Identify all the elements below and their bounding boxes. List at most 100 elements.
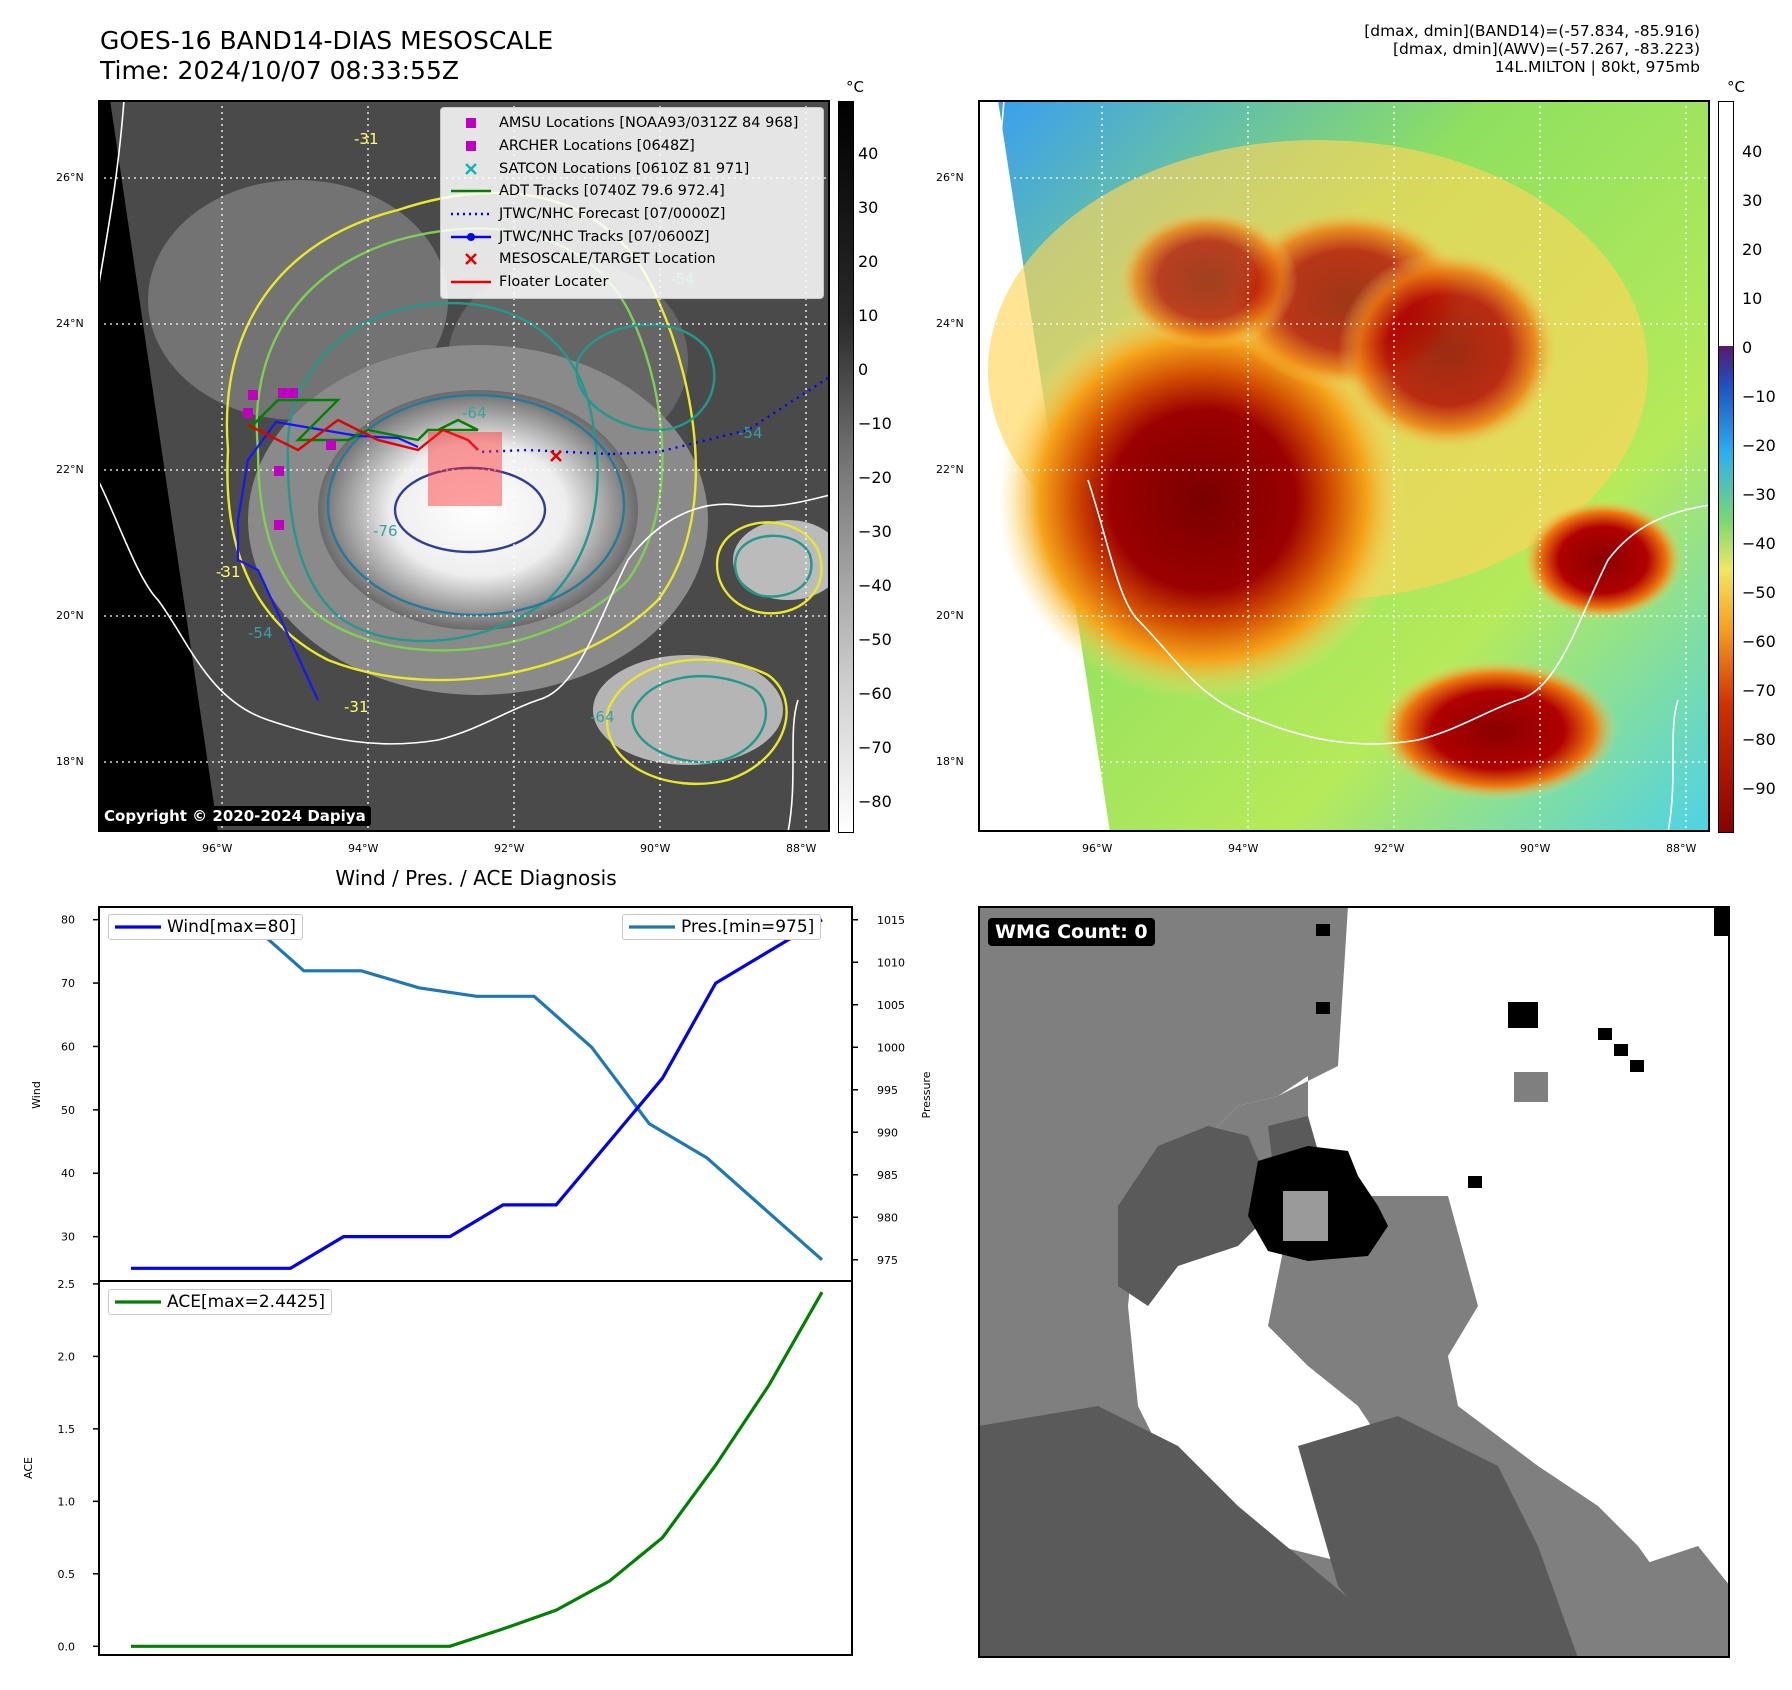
lat-label-26: 26°N	[56, 171, 84, 184]
ace-tick-label: 0.5	[58, 1568, 76, 1581]
magenta-square-icon	[449, 118, 493, 129]
pressure-legend: Pres.[min=975]	[622, 914, 822, 940]
lat-label-20: 20°N	[56, 609, 84, 622]
observed-track	[236, 420, 419, 701]
awv-lat-label-26: 26°N	[936, 171, 964, 184]
awv-lat-label-22: 22°N	[936, 463, 964, 476]
coastline	[98, 100, 830, 832]
awv-coastline	[992, 100, 1710, 832]
green-line-icon	[115, 1300, 161, 1304]
contour-label-76: -76	[373, 522, 398, 540]
wind-tick-label: 70	[61, 977, 75, 990]
lon-label-92: 92°W	[494, 842, 525, 855]
colorbar-left	[838, 101, 854, 833]
pressure-axis-label: Pressure	[920, 1071, 933, 1118]
pressure-tick-label: 995	[877, 1084, 898, 1097]
awv-lat-label-18: 18°N	[936, 755, 964, 768]
ace-tick-label: 2.0	[58, 1350, 76, 1363]
lat-label-22: 22°N	[56, 463, 84, 476]
contour-label-54b: -54	[248, 624, 273, 642]
contour-label-31c: -31	[344, 698, 369, 716]
stats-band14: [dmax, dmin](BAND14)=(-57.834, -85.916)	[1364, 22, 1700, 40]
blue-line-icon	[115, 925, 161, 929]
lat-label-24: 24°N	[56, 317, 84, 330]
colorbar-right	[1718, 101, 1734, 833]
legend-satcon: SATCON Locations [0610Z 81 971]	[449, 157, 815, 180]
lon-label-96: 96°W	[202, 842, 233, 855]
legend-tracks: JTWC/NHC Tracks [07/0600Z]	[449, 225, 815, 248]
red-x-icon	[449, 253, 493, 266]
ace-y-ticks: 0.0 0.5 1.0 1.5 2.0 2.5	[58, 1278, 99, 1653]
awv-lon-label-96: 96°W	[1082, 842, 1113, 855]
ace-axes	[98, 1280, 853, 1656]
wind-tick-label: 50	[61, 1104, 75, 1117]
ace-tick-label: 1.0	[58, 1495, 76, 1508]
lon-label-90: 90°W	[640, 842, 671, 855]
diagnosis-title: Wind / Pres. / ACE Diagnosis	[335, 866, 617, 890]
wmg-count-badge: WMG Count: 0	[988, 918, 1155, 946]
pressure-tick-label: 1015	[877, 914, 905, 927]
ace-series-line	[131, 1291, 824, 1648]
lat-label-18: 18°N	[56, 755, 84, 768]
magenta-square-icon	[449, 141, 493, 152]
wmg-region-dark	[978, 1406, 1398, 1658]
awv-lon-label-92: 92°W	[1374, 842, 1405, 855]
ace-tick-label: 2.5	[58, 1278, 76, 1291]
wind-y-ticks: 30 40 50 60 70 80	[61, 914, 99, 1244]
stats-storm: 14L.MILTON | 80kt, 975mb	[1494, 58, 1700, 76]
contour-label-64b: -64	[590, 708, 615, 726]
pressure-tick-label: 1000	[877, 1041, 905, 1054]
green-line-icon	[449, 188, 493, 194]
wind-series-line	[131, 918, 823, 1270]
legend-target: MESOSCALE/TARGET Location	[449, 248, 815, 271]
diagnosis-charts: 30 40 50 60 70 80 975 980 985 990 995 1000 1005 1010…	[22, 906, 933, 1656]
floater-box	[428, 432, 502, 506]
awv-map	[978, 100, 1710, 832]
storm-stats: [dmax, dmin](BAND14)=(-57.834, -85.916) …	[1364, 22, 1700, 76]
pressure-tick-label: 990	[877, 1126, 898, 1139]
lon-label-94: 94°W	[348, 842, 379, 855]
contour-label-64a: -64	[462, 404, 487, 422]
contour-label-group-yellow: -31 -31 -31	[216, 130, 379, 716]
red-line-icon	[449, 279, 493, 285]
temperature-contours	[225, 191, 823, 785]
colorbar-left-ticks: 40 30 20 10 0 −10 −20 −30 −40 −50 −60 −7…	[858, 144, 892, 811]
pressure-y-ticks: 975 980 985 990 995 1000 1005 1010 1015	[852, 914, 905, 1267]
title-line-1: GOES-16 BAND14-DIAS MESOSCALE	[100, 26, 554, 55]
pressure-tick-label: 980	[877, 1211, 898, 1224]
title-line-2: Time: 2024/10/07 08:33:55Z	[100, 56, 459, 85]
awv-lat-label-20: 20°N	[936, 609, 964, 622]
steelblue-line-icon	[629, 925, 675, 929]
contour-label-31b: -31	[216, 563, 241, 581]
stats-awv: [dmax, dmin](AWV)=(-57.267, -83.223)	[1393, 40, 1700, 58]
figure-title: GOES-16 BAND14-DIAS MESOSCALE Time: 2024…	[100, 26, 553, 86]
wind-tick-label: 40	[61, 1167, 75, 1180]
legend-forecast: JTWC/NHC Forecast [07/0000Z]	[449, 203, 815, 226]
awv-lon-label-94: 94°W	[1228, 842, 1259, 855]
pressure-tick-label: 975	[877, 1254, 898, 1267]
legend-adt: ADT Tracks [0740Z 79.6 972.4]	[449, 180, 815, 203]
wmg-eye-center	[1283, 1191, 1328, 1241]
blue-line-dot-icon	[449, 232, 493, 242]
pressure-tick-label: 985	[877, 1169, 898, 1182]
ace-tick-label: 1.5	[58, 1423, 76, 1436]
colorbar-left-unit: °C	[846, 78, 864, 96]
colorbar-right-unit: °C	[1727, 78, 1745, 96]
awv-lon-label-88: 88°W	[1666, 842, 1697, 855]
wind-tick-label: 30	[61, 1231, 75, 1244]
wind-tick-label: 60	[61, 1040, 75, 1053]
floater-track	[247, 418, 479, 452]
pressure-tick-label: 1010	[877, 956, 905, 969]
wind-pressure-axes	[98, 906, 853, 1282]
legend-floater: Floater Locater	[449, 271, 815, 294]
awv-gridlines	[978, 100, 1710, 832]
contour-label-54c: -54	[738, 424, 763, 442]
ace-axis-label: ACE	[22, 1457, 35, 1479]
wmg-panel	[978, 906, 1730, 1658]
wind-tick-label: 80	[61, 914, 75, 927]
pressure-tick-label: 1005	[877, 999, 905, 1012]
legend-amsu: AMSU Locations [NOAA93/0312Z 84 968]	[449, 112, 815, 135]
awv-lon-label-90: 90°W	[1520, 842, 1551, 855]
legend-archer: ARCHER Locations [0648Z]	[449, 135, 815, 158]
copyright-badge: Copyright © 2020-2024 Dapiya	[99, 806, 371, 826]
